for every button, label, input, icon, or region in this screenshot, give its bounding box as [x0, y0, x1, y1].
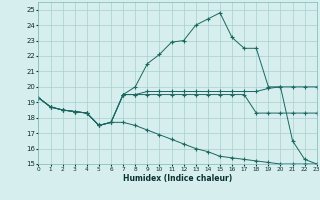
X-axis label: Humidex (Indice chaleur): Humidex (Indice chaleur) [123, 174, 232, 183]
